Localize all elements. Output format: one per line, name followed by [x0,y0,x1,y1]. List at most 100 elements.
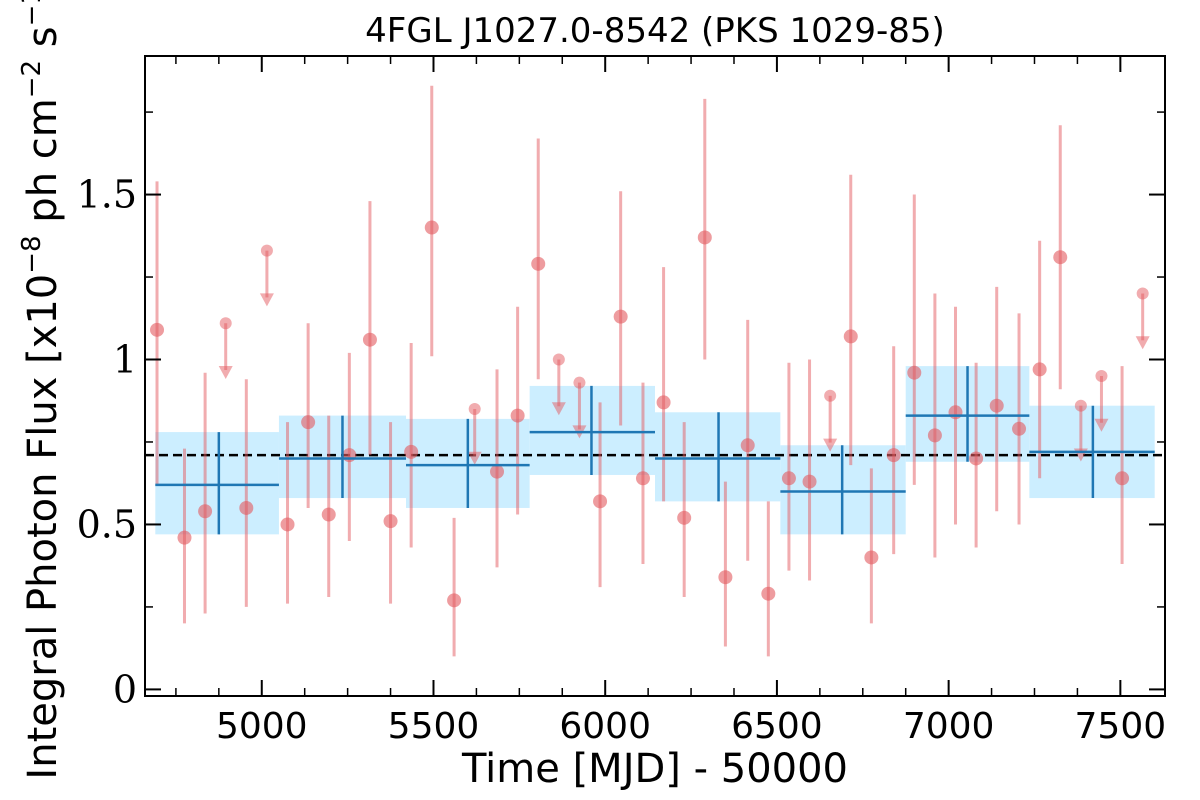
short-bin-point [656,267,671,502]
short-bin-point [1012,313,1027,525]
short-bin-point [635,382,650,565]
short-bin-marker [404,444,419,459]
upper-limit-arrow [1094,418,1109,432]
short-bin-marker [424,220,439,235]
short-bin-point [781,362,796,571]
short-bin-marker [1053,250,1068,265]
short-bin-marker [177,530,192,545]
long-bin-point [529,385,655,475]
upper-limit [467,402,482,465]
short-bin-marker [342,448,357,463]
short-bin-point [280,422,295,604]
x-tick-label: 6000 [559,706,651,747]
short-bin-marker [1115,471,1130,486]
short-bin-point [927,293,942,558]
short-bin-point [613,191,628,426]
upper-limit-arrow [551,402,566,416]
short-bin-point [447,517,462,657]
short-bin-marker [886,448,901,463]
short-bin-point [362,201,377,456]
upper-limit-arrow [218,366,233,379]
y-tick-label: 1 [113,338,137,382]
short-bin-marker [383,514,398,529]
short-bin-marker [593,494,608,509]
short-bin-marker [761,586,776,601]
y-axis-label: Integral Photon Flux [x10−8 ph cm−2 s−1] [17,0,66,780]
y-axis-label-mid: ph cm [20,98,66,235]
y-axis-label-exp2: −2 [17,60,47,98]
short-bin-point [177,448,192,624]
y-axis-label-exp3: −1 [17,0,47,26]
short-bin-point [383,422,398,604]
short-bin-marker [927,428,942,443]
short-bin-marker [948,405,963,420]
long-bin-point [155,432,279,535]
short-bin-point [1115,366,1130,565]
plot-area [145,85,1165,657]
upper-limit-marker [260,244,273,257]
long-bin-point [780,445,906,535]
short-bin-marker [362,332,377,347]
x-tick-label: 7000 [903,706,995,747]
short-bin-marker [321,507,336,522]
y-tick-label: 1.5 [77,173,137,217]
short-bin-point [321,415,336,598]
short-bin-marker [1012,421,1027,436]
x-tick-label: 6500 [731,706,823,747]
long-bin-point [1029,405,1155,499]
short-bin-marker [490,464,505,479]
short-bin-point [301,323,316,508]
short-bin-point [864,468,879,624]
short-bin-point [843,174,858,466]
long-bin-point [278,415,407,499]
upper-limit-arrow [467,451,482,465]
upper-limit-arrow [1135,336,1150,350]
y-axis-label-mid2: s [20,26,66,60]
short-bin-point [404,343,419,548]
y-tick-label: 0.5 [77,502,137,546]
long-bin-band [155,432,279,535]
x-tick-label: 5500 [388,706,480,747]
short-bin-marker [989,398,1004,413]
long-bin-point [406,418,530,508]
short-bin-marker [198,504,213,519]
short-bin-marker [907,365,922,380]
x-tick-label: 7500 [1075,706,1167,747]
short-bin-marker [781,471,796,486]
short-bin-marker [656,395,671,410]
short-bin-point [424,85,439,357]
short-bin-marker [802,474,817,489]
short-bin-marker [740,438,755,453]
short-bin-point [510,306,525,515]
y-axis-label-main: Integral Photon Flux [x10 [20,274,66,780]
plot-frame [144,55,1166,697]
short-bin-marker [1032,362,1047,377]
upper-limit-arrow [259,293,274,307]
short-bin-point [740,319,755,561]
short-bin-point [531,138,546,380]
short-bin-marker [718,570,733,585]
upper-limit [259,244,274,307]
short-bin-marker [697,230,712,245]
short-bin-marker [843,329,858,344]
short-bin-marker [635,471,650,486]
x-tick-label: 5000 [216,706,308,747]
short-bin-point [490,369,505,568]
upper-limit [551,353,566,416]
long-bin-point [905,366,1030,462]
short-bin-marker [864,550,879,565]
upper-limit [218,317,233,379]
upper-limit-arrow [823,438,838,452]
upper-limit [1135,287,1150,350]
short-bin-point [198,372,213,614]
short-bin-marker [447,593,462,608]
short-bin-marker [301,415,316,430]
short-bin-point [802,359,817,581]
axis-ticks: 5000 5500 6000 6500 7000 7500 0 0.5 1 1.5 [77,56,1167,747]
long-bin-point [655,412,781,502]
short-bin-point [697,98,712,360]
short-bin-point [886,346,901,555]
short-bin-point [969,362,984,548]
short-bin-point [1053,125,1068,390]
